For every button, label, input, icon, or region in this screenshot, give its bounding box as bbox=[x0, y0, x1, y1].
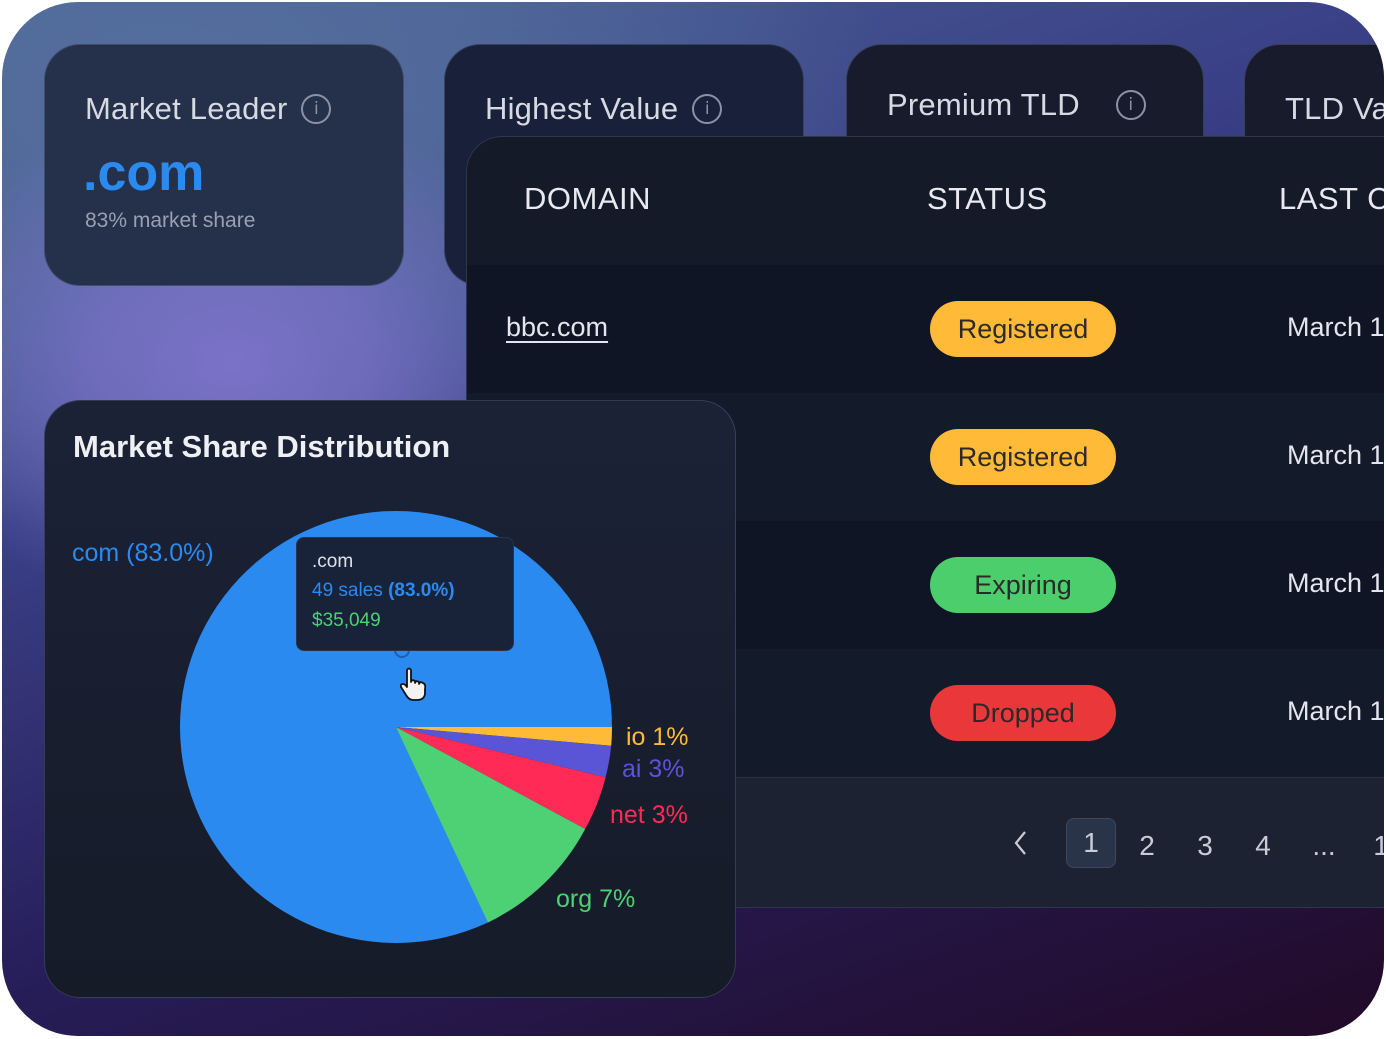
table-row: bbc.com Registered March 1 bbox=[467, 265, 1384, 393]
page-ellipsis: ... bbox=[1312, 830, 1336, 861]
tooltip-sales: 49 sales bbox=[312, 580, 383, 601]
domain-link[interactable]: bbc.com bbox=[506, 312, 609, 342]
stat-subtitle: 83% market share bbox=[85, 209, 256, 232]
info-icon[interactable]: i bbox=[692, 94, 723, 124]
page-last-button[interactable]: 1 bbox=[1357, 830, 1384, 862]
label-net: net 3% bbox=[610, 801, 688, 829]
stat-title: Highest Value bbox=[485, 91, 679, 126]
domains-table: DOMAIN STATUS LAST C bbc.com Registered … bbox=[466, 136, 1384, 908]
info-icon[interactable]: i bbox=[1115, 90, 1146, 120]
label-com: com (83.0%) bbox=[72, 539, 214, 567]
pie-slice-org[interactable] bbox=[396, 727, 586, 923]
column-header-domain[interactable]: DOMAIN bbox=[524, 181, 651, 216]
tooltip-revenue: $35,049 bbox=[312, 610, 381, 631]
status-badge: Dropped bbox=[930, 685, 1116, 741]
pie-slice-ai[interactable] bbox=[396, 727, 612, 778]
label-org: org 7% bbox=[556, 885, 636, 913]
stat-title: Market Leader bbox=[85, 91, 288, 126]
last-checked-date: March 1 bbox=[1287, 696, 1384, 726]
page-1-button[interactable]: 1 bbox=[1066, 818, 1116, 868]
stat-value: .com bbox=[83, 144, 205, 202]
last-checked-date: March 1 bbox=[1287, 312, 1384, 342]
market-share-chart-card: Market Share Distribution com (83.0%) io… bbox=[44, 400, 736, 998]
stat-card-market-leader: Market Leader i .com 83% market share bbox=[44, 44, 404, 286]
hand-pointer-cursor-icon bbox=[399, 667, 427, 701]
label-io: io 1% bbox=[626, 723, 689, 751]
status-badge: Registered bbox=[930, 301, 1116, 357]
page-4-button[interactable]: 4 bbox=[1255, 830, 1271, 861]
chevron-left-icon[interactable] bbox=[1011, 828, 1031, 858]
last-checked-date: March 1 bbox=[1287, 440, 1384, 470]
page-3-button[interactable]: 3 bbox=[1197, 830, 1213, 861]
page-2-button[interactable]: 2 bbox=[1139, 830, 1155, 861]
chart-title: Market Share Distribution bbox=[73, 429, 451, 464]
chart-tooltip: .com 49 sales (83.0%) $35,049 bbox=[296, 537, 514, 651]
column-header-last-checked[interactable]: LAST C bbox=[1279, 181, 1384, 216]
status-badge: Registered bbox=[930, 429, 1116, 485]
column-header-status[interactable]: STATUS bbox=[927, 181, 1048, 216]
label-ai: ai 3% bbox=[622, 755, 685, 783]
pie-slice-io[interactable] bbox=[396, 727, 613, 746]
status-badge: Expiring bbox=[930, 557, 1116, 613]
tooltip-percent: (83.0%) bbox=[388, 580, 455, 601]
tooltip-title: .com bbox=[312, 551, 354, 572]
info-icon[interactable]: i bbox=[301, 94, 332, 124]
pie-slice-net[interactable] bbox=[396, 727, 606, 829]
stat-title: Premium TLD bbox=[887, 87, 1080, 122]
last-checked-date: March 1 bbox=[1287, 568, 1384, 598]
stat-title: TLD Va bbox=[1285, 91, 1384, 126]
